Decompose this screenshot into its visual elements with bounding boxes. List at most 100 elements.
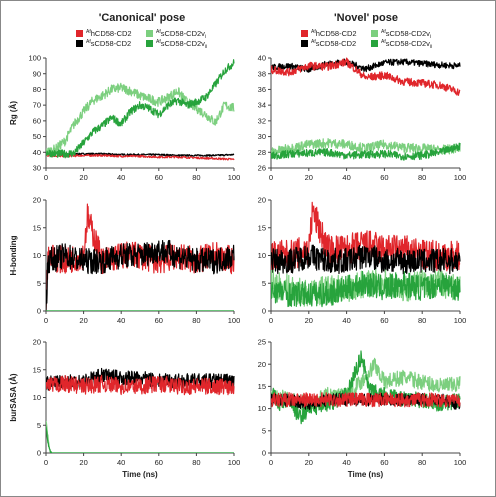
novel-hbond-xtick-label: 0 (269, 316, 273, 325)
legend-sup: Af (311, 29, 316, 35)
canonical-bursasa-xtick-label: 80 (192, 458, 200, 467)
novel-rg-series-group (271, 57, 461, 161)
novel-bursasa-ytick-label: 15 (258, 382, 266, 391)
legend-sup: Af (311, 39, 316, 45)
novel-rg-legend-swatch-sCD58_CD2 (301, 40, 308, 47)
canonical-hbond-xtick-label: 60 (155, 316, 163, 325)
legend-sub: i (205, 34, 206, 40)
novel-rg-ytick-label: 36 (258, 85, 266, 94)
canonical-bursasa-xtick-label: 20 (79, 458, 87, 467)
canonical-rg-legend-label-hCD58_CD2: AfhCD58-CD2 (86, 29, 132, 38)
novel-bursasa-xtick-label: 60 (380, 458, 388, 467)
legend-text: sCD58-CD2v (386, 39, 430, 48)
novel-bursasa-xtick-label: 0 (269, 458, 273, 467)
legend-sup: Af (86, 29, 91, 35)
novel-bursasa-ytick-label: 25 (258, 338, 266, 347)
canonical-rg-ytick-label: 50 (33, 132, 41, 141)
novel-rg-ytick-label: 40 (258, 54, 266, 63)
canonical-hbond-ytick-label: 5 (37, 279, 41, 288)
novel-rg-ytick-label: 28 (258, 148, 266, 157)
canonical-rg-legend-label-sCD58_CD2vi: AfsCD58-CD2vi (156, 29, 206, 40)
canonical-rg-ytick-label: 100 (28, 54, 41, 63)
canonical-hbond-ytick-label: 10 (33, 251, 41, 260)
canonical-hbond-series-sCD58_CD2 (46, 239, 235, 311)
novel-rg-series-hCD58_CD2 (271, 57, 461, 96)
novel-hbond-ytick-label: 10 (258, 251, 266, 260)
canonical-rg-xtick-label: 80 (192, 173, 200, 182)
canonical-rg-ylabel: Rg (Å) (9, 101, 18, 125)
canonical-rg-ytick-label: 80 (33, 85, 41, 94)
novel-hbond-series-sCD58_CD2 (271, 244, 461, 275)
legend-sup: Af (156, 29, 161, 35)
novel-rg-ytick-label: 26 (258, 164, 266, 173)
novel-hbond-panel: 0 5 10 15 20 0 20 40 60 80 100 (258, 196, 467, 325)
canonical-rg-ytick-label: 70 (33, 101, 41, 110)
canonical-rg-xtick-label: 0 (44, 173, 48, 182)
legend-sup: Af (381, 29, 386, 35)
novel-pose-header: 'Novel' pose (334, 12, 398, 24)
canonical-hbond-ytick-label: 0 (37, 307, 41, 316)
canonical-bursasa-panel: 0 5 10 15 20 0 20 40 60 80 100 burSASA (Å) Time (ns) (9, 338, 240, 479)
canonical-rg-legend-swatch-hCD58_CD2 (76, 30, 83, 37)
canonical-hbond-xtick-label: 80 (192, 316, 200, 325)
canonical-rg-xtick-label: 100 (228, 173, 241, 182)
canonical-rg-legend-label-sCD58_CD2vii: AfsCD58-CD2vii (156, 39, 207, 50)
legend-sub: ii (205, 44, 207, 50)
canonical-rg-ytick-label: 90 (33, 69, 41, 78)
canonical-hbond-series-group (46, 203, 235, 311)
legend-sub: i (430, 34, 431, 40)
canonical-bursasa-xtick-label: 100 (228, 458, 241, 467)
canonical-hbond-panel: 0 5 10 15 20 0 20 40 60 80 100 H-bonding (9, 196, 240, 325)
novel-rg-xtick-label: 40 (342, 173, 350, 182)
canonical-hbond-series-hCD58_CD2 (46, 203, 235, 311)
canonical-rg-series-sCD58_CD2vii (46, 59, 235, 159)
novel-rg-ytick-label: 32 (258, 116, 266, 125)
canonical-rg-ytick-label: 40 (33, 148, 41, 157)
canonical-rg-series-group (46, 59, 235, 161)
novel-hbond-series-group (271, 201, 461, 308)
novel-rg-legend-label-sCD58_CD2vii: AfsCD58-CD2vii (381, 39, 432, 50)
novel-hbond-ytick-label: 20 (258, 196, 266, 205)
canonical-bursasa-xtick-label: 40 (117, 458, 125, 467)
novel-bursasa-ytick-label: 5 (262, 426, 266, 435)
novel-bursasa-ytick-label: 20 (258, 360, 266, 369)
novel-rg-xtick-label: 60 (380, 173, 388, 182)
novel-rg-legend-label-hCD58_CD2: AfhCD58-CD2 (311, 29, 357, 38)
novel-hbond-series-sCD58_CD2vii (271, 270, 461, 308)
canonical-pose-header: 'Canonical' pose (99, 12, 186, 24)
legend-sup: Af (156, 39, 161, 45)
novel-rg-legend-label-sCD58_CD2vi: AfsCD58-CD2vi (381, 29, 431, 40)
novel-hbond-xtick-label: 20 (305, 316, 313, 325)
canonical-rg-legend-swatch-sCD58_CD2vii (146, 40, 153, 47)
novel-rg-series-sCD58_CD2vii (271, 142, 461, 161)
canonical-rg-xtick-label: 40 (117, 173, 125, 182)
legend-text: hCD58-CD2 (91, 29, 132, 38)
novel-rg-xtick-label: 100 (454, 173, 467, 182)
novel-bursasa-xtick-label: 80 (418, 458, 426, 467)
canonical-rg-legend-label-sCD58_CD2: AfsCD58-CD2 (86, 39, 131, 48)
novel-hbond-ytick-label: 5 (262, 279, 266, 288)
novel-bursasa-ytick-label: 10 (258, 404, 266, 413)
canonical-bursasa-ylabel: burSASA (Å) (9, 373, 18, 421)
canonical-rg-legend-swatch-sCD58_CD2 (76, 40, 83, 47)
novel-bursasa-ytick-label: 0 (262, 449, 266, 458)
canonical-rg-ytick-label: 30 (33, 164, 41, 173)
canonical-bursasa-xtick-label: 60 (155, 458, 163, 467)
novel-bursasa-xlabel: Time (ns) (348, 470, 384, 479)
novel-bursasa-series-hCD58_CD2 (271, 392, 461, 408)
canonical-bursasa-ytick-label: 5 (37, 421, 41, 430)
novel-rg-legend-swatch-hCD58_CD2 (301, 30, 308, 37)
novel-bursasa-series-group (271, 350, 461, 425)
canonical-rg-xtick-label: 20 (79, 173, 87, 182)
canonical-bursasa-series-hCD58_CD2 (46, 374, 235, 396)
novel-rg-legend-swatch-sCD58_CD2vii (371, 40, 378, 47)
novel-rg-legend-label-sCD58_CD2: AfsCD58-CD2 (311, 39, 356, 48)
canonical-rg-xtick-label: 60 (155, 173, 163, 182)
novel-bursasa-xtick-label: 40 (342, 458, 350, 467)
novel-rg-xtick-label: 20 (305, 173, 313, 182)
